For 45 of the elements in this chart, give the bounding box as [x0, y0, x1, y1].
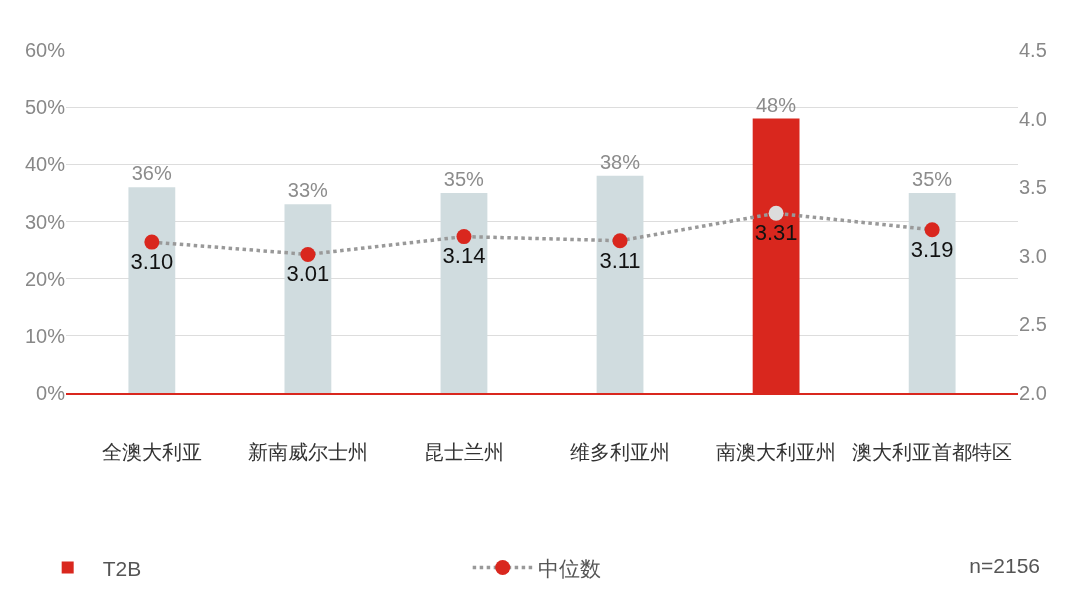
x-tick-label: 维多利亚州: [570, 441, 671, 463]
data-label: 36%: [131, 162, 172, 185]
y2-tick-label: 4.5: [1019, 39, 1047, 61]
y2-tick-label: 2.5: [1019, 313, 1047, 336]
legend-label: T2B: [102, 556, 142, 580]
data-label: 3.19: [910, 236, 954, 262]
data-label: 35%: [912, 167, 953, 190]
data-label: 3.14: [442, 243, 486, 269]
bar: [440, 192, 488, 393]
data-label: 3.11: [599, 247, 641, 273]
y-tick-label: 10%: [24, 324, 66, 347]
x-tick-label: 澳大利亚首都特区: [852, 441, 1013, 463]
data-label: 35%: [443, 167, 485, 190]
bar: [128, 187, 176, 393]
point: [768, 205, 784, 221]
point: [456, 229, 472, 245]
data-label: 3.31: [754, 220, 798, 246]
y-tick-label: 50%: [24, 96, 66, 119]
data-label: 33%: [287, 179, 329, 202]
y-tick-label: 20%: [24, 267, 66, 290]
data-label: 48%: [755, 93, 797, 116]
x-tick-label: 昆士兰州: [423, 441, 504, 463]
text: n=2156: [969, 553, 1040, 579]
bar: [908, 192, 956, 393]
point: [924, 222, 940, 238]
y-tick-label: 40%: [24, 153, 66, 176]
y2-tick-label: 3.0: [1019, 244, 1047, 267]
x-tick-label: 全澳大利亚: [101, 441, 202, 463]
x-tick-label: 南澳大利亚州: [716, 441, 837, 463]
point: [612, 233, 628, 249]
y-tick-label: 0%: [36, 382, 66, 404]
data-label: 3.10: [130, 248, 174, 274]
y-tick-label: 60%: [24, 39, 66, 61]
data-label: 3.01: [286, 261, 330, 287]
point: [300, 246, 316, 262]
y2-tick-label: 4.0: [1019, 107, 1047, 130]
bar: [596, 175, 644, 393]
point: [144, 234, 160, 250]
legend-label: 中位数: [537, 556, 601, 580]
y2-tick-label: 2.0: [1019, 382, 1047, 404]
x-tick-label: 新南威尔士州: [247, 441, 368, 463]
data-label: 38%: [599, 150, 641, 173]
bar: [284, 204, 332, 393]
y-tick-label: 30%: [24, 210, 66, 233]
y2-tick-label: 3.5: [1019, 176, 1047, 199]
